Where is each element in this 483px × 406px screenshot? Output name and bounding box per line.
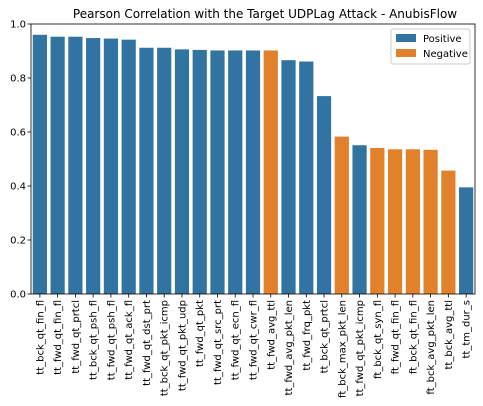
x-tick-label: tt_fwd_qt_fin_fl	[53, 300, 64, 375]
x-tick-label: tt_fwd_qt_cwr_fl	[249, 300, 260, 380]
x-tick-label: tt_fwd_qt_src_prt	[213, 300, 224, 385]
bar-tt_fwd_avg_pkt_len	[281, 60, 296, 295]
x-tick-label: ft_bck_avg_pkt_len	[426, 300, 437, 395]
bar-ft_fwd_qt_fin_fl	[387, 149, 403, 294]
x-tick-label: tt_bck_qt_pkt_icmp	[160, 300, 171, 396]
bar-tt_fwd_qt_ecn_fl	[228, 50, 243, 295]
x-tick-label: tt_fwd_qt_ack_fl	[124, 300, 135, 380]
x-tick-label: tt_bck_avg_ttl	[444, 300, 455, 370]
x-tick-label: tt_bck_qt_psh_fl	[89, 300, 100, 380]
bar-ft_bck_avg_pkt_len	[423, 149, 438, 294]
bar-tt_bck_avg_ttl	[441, 170, 456, 294]
x-tick-label: tt_fwd_avg_ttl	[266, 300, 277, 370]
bar-tt_fwd_qt_pkt_udp	[174, 49, 190, 294]
x-tick-label: tt_tm_dur_s	[462, 300, 473, 359]
x-tick-label: ft_fwd_qt_fin_fl	[391, 300, 402, 374]
legend-label-positive: Positive	[423, 34, 462, 45]
x-tick-label: tt_fwd_qt_ecn_fl	[231, 300, 242, 380]
bar-tt_fwd_qt_ack_fl	[121, 39, 136, 294]
chart-title: Pearson Correlation with the Target UDPL…	[73, 7, 457, 21]
bar-tt_bck_qt_psh_fl	[86, 38, 101, 294]
legend-swatch-positive	[396, 34, 416, 42]
legend-label-negative: Negative	[423, 49, 468, 60]
y-tick-label: 0.6	[10, 128, 26, 139]
x-tick-label: tt_fwd_avg_pkt_len	[284, 300, 295, 395]
x-tick-label: tt_fwd_qt_pkt_icmp	[355, 300, 366, 396]
bar-tt_bck_qt_fin_fl	[32, 34, 47, 295]
bars-layer	[32, 34, 474, 295]
y-tick-label: 0.4	[10, 182, 26, 193]
x-tick-label: ft_bck_qt_syn_fl	[373, 300, 384, 379]
x-tick-label: tt_fwd_qt_psh_fl	[106, 300, 117, 380]
y-tick-label: 0.8	[10, 74, 26, 85]
x-tick-label: tt_bck_qt_prtcl	[320, 300, 331, 373]
bar-tt_bck_qt_pkt_icmp	[157, 47, 172, 295]
x-tick-label: tt_fwd_qt_pkt_udp	[177, 300, 188, 391]
legend-swatch-negative	[396, 49, 416, 57]
x-tick-label: tt_fwd_frq_pkt	[302, 300, 313, 371]
x-tick-label: tt_fwd_qt_dst_prt	[142, 300, 153, 386]
y-tick-label: 0.2	[10, 236, 26, 247]
bar-tt_bck_qt_prtcl	[316, 96, 332, 294]
plot-frame	[30, 23, 476, 295]
y-axis: 0.0 0.2 0.4 0.6 0.8 1.0	[10, 20, 31, 301]
x-tick-label: tt_fwd_qt_pkt	[195, 300, 206, 367]
x-tick-label: tt_fwd_qt_prtcl	[71, 300, 82, 374]
bar-tt_tm_dur_s	[459, 187, 474, 294]
x-axis: tt_bck_qt_fin_fl tt_fwd_qt_fin_fl tt_fwd_q…	[35, 294, 473, 398]
bar-tt_fwd_qt_src_prt	[210, 50, 225, 295]
y-tick-label: 1.0	[10, 20, 26, 31]
bar-ft_bck_qt_syn_fl	[370, 147, 385, 294]
bar-tt_fwd_qt_psh_fl	[103, 38, 119, 294]
bar-tt_fwd_qt_fin_fl	[50, 36, 65, 294]
bar-tt_fwd_avg_ttl	[263, 50, 278, 295]
x-tick-label: ft_bck_qt_fin_fl	[408, 300, 419, 374]
x-tick-label: tt_bck_qt_fin_fl	[35, 300, 46, 375]
bar-tt_fwd_qt_dst_prt	[139, 47, 154, 295]
bar-tt_fwd_qt_cwr_fl	[245, 50, 261, 295]
legend: Positive Negative	[390, 28, 471, 65]
bar-tt_fwd_qt_pkt_icmp	[352, 145, 367, 294]
bar-tt_fwd_qt_pkt	[192, 49, 207, 294]
y-tick-label: 0.0	[10, 290, 26, 301]
bar-ft_bck_qt_fin_fl	[405, 149, 420, 294]
bar-ft_bck_max_pkt_len	[334, 136, 349, 294]
bar-tt_fwd_qt_prtcl	[68, 36, 83, 294]
x-tick-label: ft_bck_max_pkt_len	[337, 300, 348, 398]
bar-tt_fwd_frq_pkt	[299, 61, 314, 294]
